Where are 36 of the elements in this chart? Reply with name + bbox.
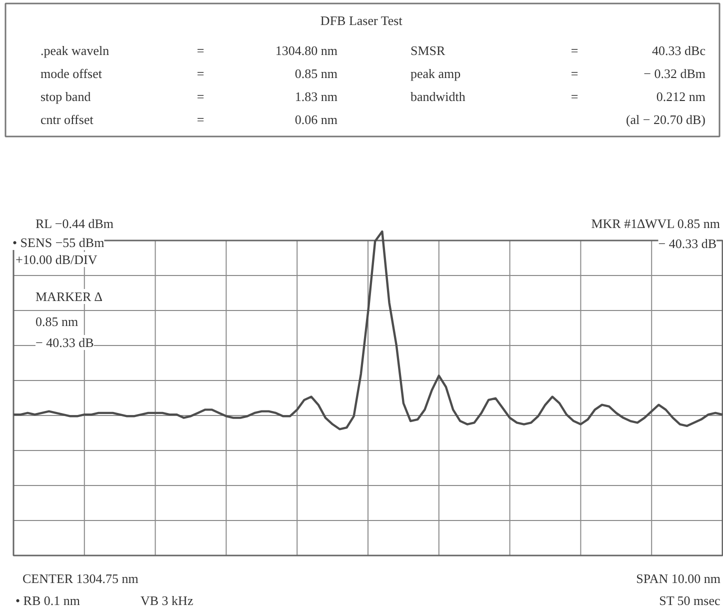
text: = — [570, 43, 578, 58]
text: ST 50 msec — [659, 593, 720, 608]
text: peak amp — [410, 66, 461, 81]
text: 0.85 nm — [294, 66, 338, 81]
text: MKR #1∆WVL 0.85 nm — [591, 216, 720, 231]
text: mode offset — [40, 66, 102, 81]
annotation: +10.00 dB/DIV — [16, 252, 98, 267]
annotation: − 40.33 dB — [658, 236, 717, 251]
text: bandwidth — [410, 89, 466, 104]
annotation: 0.85 nm — [36, 314, 78, 329]
text: = — [570, 89, 578, 104]
text: − 0.32 dBm — [644, 66, 706, 81]
text: 0.06 nm — [294, 112, 338, 127]
text: CENTER 1304.75 nm — [22, 571, 138, 586]
text: SMSR — [410, 43, 446, 58]
text: = — [196, 43, 204, 58]
annotation: − 40.33 dB — [36, 335, 94, 350]
text: • RB 0.1 nm — [16, 593, 80, 608]
text: cntr offset — [40, 112, 94, 127]
text: = — [196, 112, 204, 127]
text: = — [570, 66, 578, 81]
text: VB 3 kHz — [140, 593, 194, 608]
text: RL −0.44 dBm — [36, 216, 114, 231]
annotation: • SENS −55 dBm — [12, 235, 104, 250]
text: = — [196, 89, 204, 104]
text: SPAN 10.00 nm — [636, 571, 720, 586]
text: (al − 20.70 dB) — [626, 112, 706, 127]
text: .peak waveln — [40, 43, 110, 58]
text: stop band — [40, 89, 92, 104]
text: 40.33 dBc — [652, 43, 706, 58]
text: 0.212 nm — [656, 89, 706, 104]
text: 1304.80 nm — [275, 43, 338, 58]
chart-title: DFB Laser Test — [320, 13, 403, 28]
text: = — [196, 66, 204, 81]
annotation: MARKER ∆ — [36, 289, 102, 304]
text: 1.83 nm — [294, 89, 338, 104]
